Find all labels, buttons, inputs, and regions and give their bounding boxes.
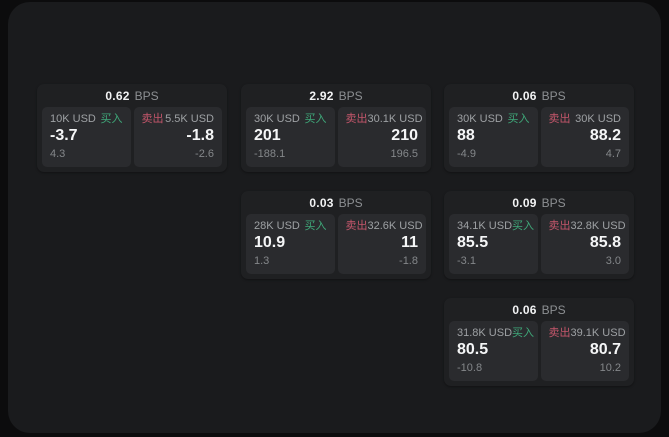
- buy-delta: -188.1: [254, 148, 286, 161]
- bps-header: 0.06 BPS: [444, 84, 634, 107]
- sell-delta: -2.6: [195, 148, 214, 161]
- sell-tile[interactable]: 卖出 32.8K USD 85.8 3.0: [540, 214, 629, 274]
- sell-delta: 3.0: [605, 255, 621, 268]
- bps-value: 2.92: [309, 88, 334, 103]
- bps-header: 0.06 BPS: [444, 298, 634, 321]
- quote-card-2: 2.92 BPS 30K USD 买入 201 -188.1 卖出 30.1K …: [241, 84, 431, 172]
- bps-header: 0.09 BPS: [444, 191, 634, 214]
- buy-price: 88: [457, 127, 475, 145]
- bps-unit-label: BPS: [541, 195, 566, 210]
- buy-tile[interactable]: 28K USD 买入 10.9 1.3: [246, 214, 335, 274]
- buy-label: 买入: [304, 220, 327, 232]
- buy-tile[interactable]: 31.8K USD 买入 80.5 -10.8: [449, 321, 538, 381]
- bps-header: 2.92 BPS: [241, 84, 431, 107]
- buy-tile[interactable]: 34.1K USD 买入 85.5 -3.1: [449, 214, 538, 274]
- buy-delta: -10.8: [457, 362, 483, 375]
- sell-tile[interactable]: 卖出 5.5K USD -1.8 -2.6: [133, 107, 222, 167]
- sell-tile[interactable]: 卖出 30K USD 88.2 4.7: [540, 107, 629, 167]
- sell-label: 卖出: [548, 113, 571, 125]
- bps-value: 0.06: [512, 302, 537, 317]
- buy-amount: 30K USD: [457, 113, 503, 125]
- buy-delta: -3.1: [457, 255, 476, 268]
- sell-label: 卖出: [345, 220, 368, 232]
- bps-unit-label: BPS: [134, 88, 159, 103]
- sell-tile[interactable]: 卖出 39.1K USD 80.7 10.2: [540, 321, 629, 381]
- sell-tile[interactable]: 卖出 30.1K USD 210 196.5: [337, 107, 426, 167]
- buy-tile[interactable]: 30K USD 买入 201 -188.1: [246, 107, 335, 167]
- sell-amount: 30.1K USD: [367, 113, 423, 125]
- sell-price: -1.8: [186, 127, 214, 145]
- buy-tile[interactable]: 30K USD 买入 88 -4.9: [449, 107, 538, 167]
- sell-amount: 32.8K USD: [570, 220, 626, 232]
- sell-price: 210: [391, 127, 418, 145]
- buy-delta: 4.3: [50, 148, 66, 161]
- bps-header: 0.03 BPS: [241, 191, 431, 214]
- buy-label: 买入: [100, 113, 123, 125]
- sell-amount: 5.5K USD: [165, 113, 214, 125]
- buy-price: 201: [254, 127, 281, 145]
- buy-amount: 10K USD: [50, 113, 96, 125]
- buy-delta: 1.3: [254, 255, 270, 268]
- buy-price: 80.5: [457, 341, 489, 359]
- bps-unit-label: BPS: [338, 195, 363, 210]
- buy-label: 买入: [507, 113, 530, 125]
- sell-label: 卖出: [141, 113, 164, 125]
- sell-amount: 39.1K USD: [570, 327, 626, 339]
- quote-card-6: 0.06 BPS 31.8K USD 买入 80.5 -10.8 卖出 39.1…: [444, 298, 634, 386]
- sell-price: 85.8: [589, 234, 621, 252]
- buy-amount: 34.1K USD: [457, 220, 513, 232]
- buy-price: 85.5: [457, 234, 489, 252]
- sell-price: 11: [401, 234, 418, 252]
- sell-delta: 196.5: [390, 148, 418, 161]
- buy-price: -3.7: [50, 127, 78, 145]
- buy-delta: -4.9: [457, 148, 476, 161]
- bps-unit-label: BPS: [541, 302, 566, 317]
- quote-card-4: 0.03 BPS 28K USD 买入 10.9 1.3 卖出 32.6K US…: [241, 191, 431, 279]
- sell-amount: 32.6K USD: [367, 220, 423, 232]
- bps-value: 0.62: [105, 88, 130, 103]
- sell-price: 88.2: [589, 127, 621, 145]
- quote-card-1: 0.62 BPS 10K USD 买入 -3.7 4.3 卖出 5.5K USD…: [37, 84, 227, 172]
- buy-price: 10.9: [254, 234, 286, 252]
- buy-label: 买入: [512, 220, 535, 232]
- sell-label: 卖出: [548, 220, 571, 232]
- bps-value: 0.06: [512, 88, 537, 103]
- buy-amount: 28K USD: [254, 220, 300, 232]
- sell-delta: 10.2: [599, 362, 621, 375]
- quote-card-5: 0.09 BPS 34.1K USD 买入 85.5 -3.1 卖出 32.8K…: [444, 191, 634, 279]
- bps-unit-label: BPS: [541, 88, 566, 103]
- buy-label: 买入: [512, 327, 535, 339]
- bps-unit-label: BPS: [338, 88, 363, 103]
- quote-card-3: 0.06 BPS 30K USD 买入 88 -4.9 卖出 30K USD 8…: [444, 84, 634, 172]
- buy-label: 买入: [304, 113, 327, 125]
- bps-header: 0.62 BPS: [37, 84, 227, 107]
- buy-amount: 30K USD: [254, 113, 300, 125]
- sell-delta: 4.7: [605, 148, 621, 161]
- sell-tile[interactable]: 卖出 32.6K USD 11 -1.8: [337, 214, 426, 274]
- bps-value: 0.09: [512, 195, 537, 210]
- sell-price: 80.7: [589, 341, 621, 359]
- bps-value: 0.03: [309, 195, 334, 210]
- sell-label: 卖出: [548, 327, 571, 339]
- sell-label: 卖出: [345, 113, 368, 125]
- buy-tile[interactable]: 10K USD 买入 -3.7 4.3: [42, 107, 131, 167]
- sell-delta: -1.8: [399, 255, 418, 268]
- sell-amount: 30K USD: [575, 113, 621, 125]
- buy-amount: 31.8K USD: [457, 327, 513, 339]
